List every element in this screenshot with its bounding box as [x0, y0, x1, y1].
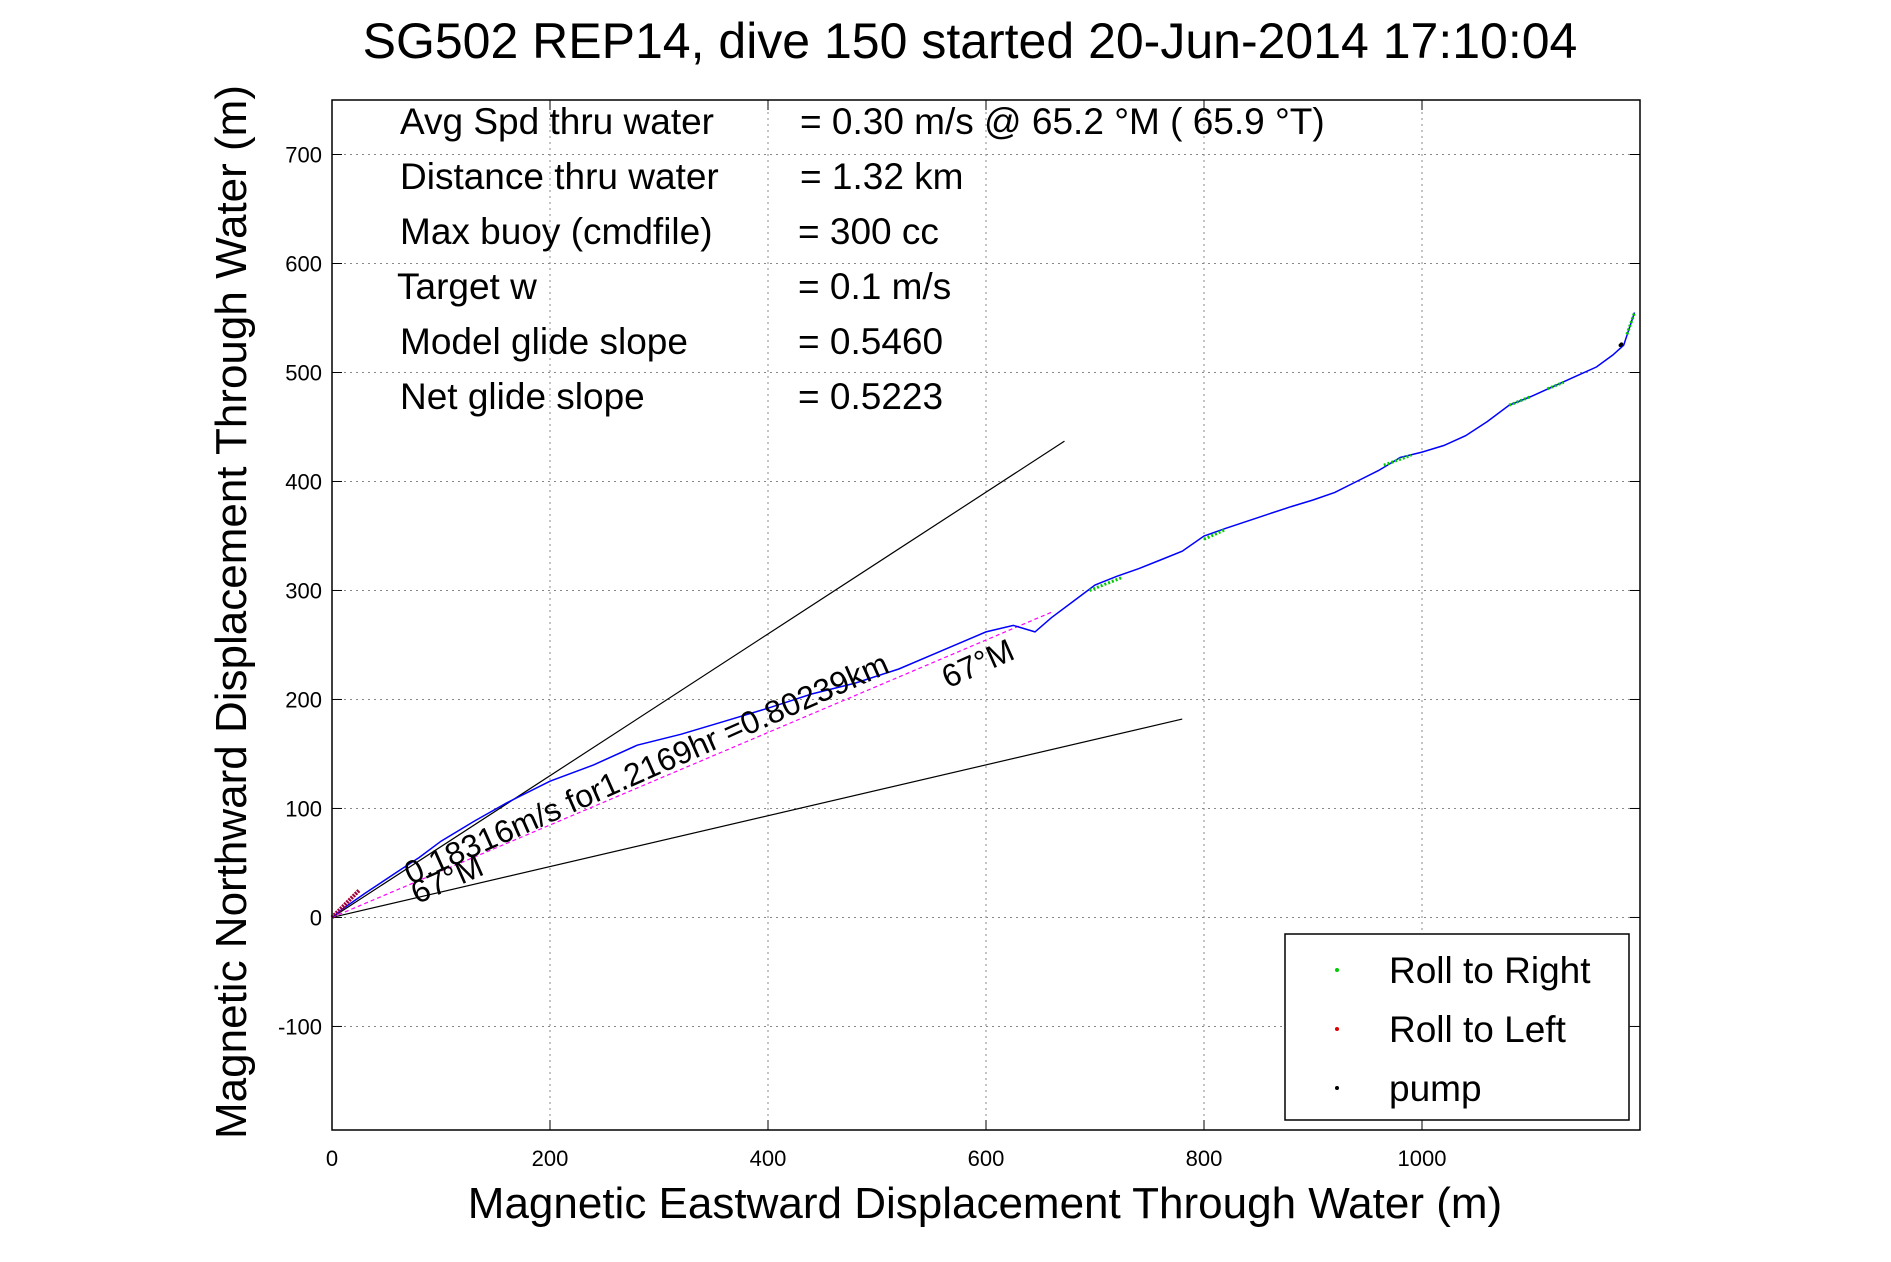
legend-label: Roll to Left [1389, 1009, 1567, 1050]
info-value: = 0.5223 [798, 376, 943, 417]
x-tick-label: 400 [750, 1146, 787, 1171]
mean-course-line [331, 611, 1052, 919]
info-label: Target w [397, 266, 537, 307]
track-line [331, 312, 1636, 919]
y-tick-label: -100 [278, 1014, 322, 1039]
y-axis-label: Magnetic Northward Displacement Through … [207, 85, 256, 1139]
heading-lines [331, 440, 1183, 919]
roll-left-segment [330, 888, 361, 919]
x-tick-label: 200 [532, 1146, 569, 1171]
y-tick-label: 100 [285, 796, 322, 821]
info-value: = 300 cc [798, 211, 939, 252]
x-tick-label: 0 [326, 1146, 338, 1171]
x-tick-label: 600 [968, 1146, 1005, 1171]
info-label: Distance thru water [400, 156, 719, 197]
info-label: Model glide slope [400, 321, 688, 362]
info-label: Avg Spd thru water [400, 101, 714, 142]
heading-line [331, 718, 1183, 919]
tick-labels: 0 200 400 600 800 1000 -100 0 100 200 300 400 500 600… [278, 142, 1447, 1171]
x-tick-label: 1000 [1398, 1146, 1447, 1171]
chart-title: SG502 REP14, dive 150 started 20-Jun-201… [363, 13, 1578, 69]
y-tick-label: 500 [285, 360, 322, 385]
x-axis-label: Magnetic Eastward Displacement Through W… [468, 1179, 1502, 1228]
info-block: Avg Spd thru water = 0.30 m/s @ 65.2 °M (… [397, 101, 1325, 417]
info-label: Max buoy (cmdfile) [400, 211, 713, 252]
info-value: = 0.30 m/s @ 65.2 °M ( 65.9 °T) [800, 101, 1325, 142]
legend-label: Roll to Right [1389, 950, 1591, 991]
legend-marker [1335, 1086, 1339, 1090]
legend-marker [1335, 1027, 1339, 1031]
y-tick-label: 400 [285, 469, 322, 494]
y-tick-label: 700 [285, 142, 322, 167]
info-value: = 1.32 km [800, 156, 964, 197]
roll-right-segment [1546, 380, 1565, 391]
info-value: = 0.5460 [798, 321, 943, 362]
plot-frame [331, 99, 1641, 1131]
annotation-group: 0.18316m/s for1.2169hr =0.80239km67°M67°… [399, 632, 1020, 911]
y-tick-label: 200 [285, 687, 322, 712]
info-value: = 0.1 m/s [798, 266, 951, 307]
heading-line [331, 440, 1065, 918]
legend-marker [1335, 968, 1339, 972]
legend-frame [1284, 933, 1630, 1121]
legend-label: pump [1389, 1068, 1482, 1109]
series-group [330, 312, 1636, 919]
roll-right-segment [1088, 576, 1123, 592]
x-tick-label: 800 [1186, 1146, 1223, 1171]
y-tick-label: 300 [285, 578, 322, 603]
pump-point [1619, 342, 1624, 346]
y-tick-label: 600 [285, 251, 322, 276]
info-label: Net glide slope [400, 376, 645, 417]
annotation-text: 67°M [936, 632, 1019, 695]
roll-right-segment [1383, 453, 1412, 467]
y-tick-label: 0 [310, 905, 322, 930]
legend-box: Roll to Right Roll to Left pump [1284, 933, 1630, 1121]
